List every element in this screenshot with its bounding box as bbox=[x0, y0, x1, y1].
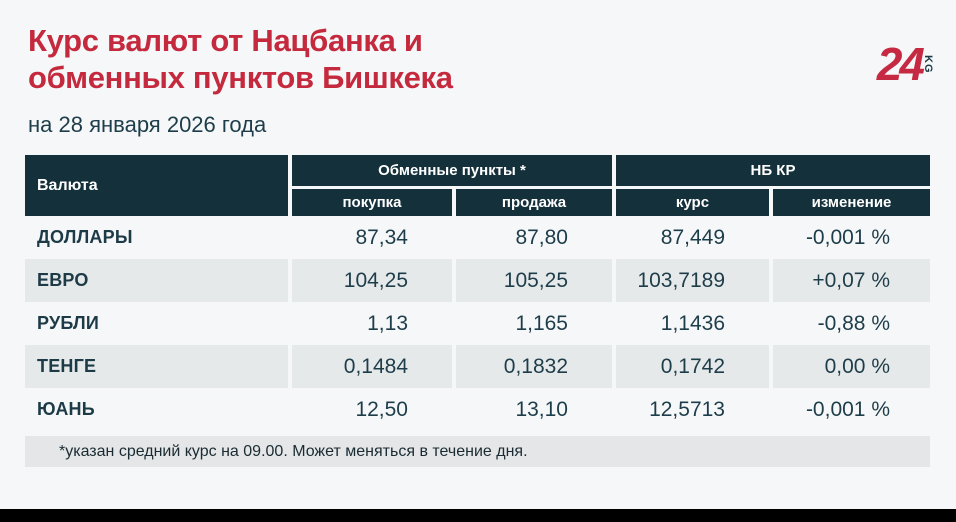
header-change: изменение bbox=[773, 189, 930, 216]
buy-value: 12,50 bbox=[355, 397, 408, 421]
currency-label: РУБЛИ bbox=[37, 313, 100, 333]
bottom-bar bbox=[0, 509, 956, 522]
table-row-yuan: ЮАНЬ 12,50 13,10 12,5713 -0,001 % bbox=[25, 388, 930, 431]
header-rate: курс bbox=[616, 189, 769, 216]
header-group-exchange-offices: Обменные пункты * bbox=[292, 155, 612, 186]
currency-label: ЕВРО bbox=[25, 259, 288, 302]
header-currency: Валюта bbox=[25, 155, 288, 216]
date-subtitle: на 28 января 2026 года bbox=[28, 112, 267, 137]
change-value: 0,00 % bbox=[773, 345, 930, 388]
rates-table: Валюта Обменные пункты * НБ КР покупка п… bbox=[25, 155, 930, 431]
page-title-line1: Курс валют от Нацбанка и bbox=[28, 23, 423, 58]
infographic-page: Курс валют от Нацбанка и обменных пункто… bbox=[0, 22, 956, 522]
buy-value: 87,34 bbox=[355, 225, 408, 249]
header-sell: продажа bbox=[456, 189, 612, 216]
logo-kg-label: KG bbox=[922, 55, 934, 74]
rate-value: 12,5713 bbox=[649, 397, 725, 421]
table-row-euro: ЕВРО 104,25 105,25 103,7189 +0,07 % bbox=[25, 259, 930, 302]
change-value: -0,88 % bbox=[817, 311, 890, 335]
currency-label: ДОЛЛАРЫ bbox=[37, 227, 133, 247]
rate-value: 0,1742 bbox=[616, 345, 769, 388]
rate-value: 87,449 bbox=[660, 225, 725, 249]
header-group-national-bank: НБ КР bbox=[616, 155, 930, 186]
rate-value: 103,7189 bbox=[616, 259, 769, 302]
sell-value: 87,80 bbox=[515, 225, 568, 249]
change-value: -0,001 % bbox=[805, 397, 890, 421]
change-value: +0,07 % bbox=[773, 259, 930, 302]
change-value: -0,001 % bbox=[805, 225, 890, 249]
buy-value: 0,1484 bbox=[292, 345, 452, 388]
currency-label: ТЕНГЕ bbox=[25, 345, 288, 388]
sell-value: 0,1832 bbox=[456, 345, 612, 388]
buy-value: 1,13 bbox=[367, 311, 408, 335]
logo-24kg: 24 KG bbox=[876, 38, 934, 90]
header-buy: покупка bbox=[292, 189, 452, 216]
table-row-dollars: ДОЛЛАРЫ 87,34 87,80 87,449 -0,001 % bbox=[25, 216, 930, 259]
table-row-rubles: РУБЛИ 1,13 1,165 1,1436 -0,88 % bbox=[25, 302, 930, 345]
sell-value: 13,10 bbox=[515, 397, 568, 421]
footnote: *указан средний курс на 09.00. Может мен… bbox=[25, 436, 930, 467]
rate-value: 1,1436 bbox=[660, 311, 725, 335]
currency-label: ЮАНЬ bbox=[37, 399, 95, 419]
buy-value: 104,25 bbox=[292, 259, 452, 302]
sell-value: 105,25 bbox=[456, 259, 612, 302]
table-row-tenge: ТЕНГЕ 0,1484 0,1832 0,1742 0,00 % bbox=[25, 345, 930, 388]
sell-value: 1,165 bbox=[515, 311, 568, 335]
logo-24-icon: 24 bbox=[876, 38, 925, 90]
page-title-line2: обменных пунктов Бишкека bbox=[28, 60, 453, 95]
table-header: Валюта Обменные пункты * НБ КР покупка п… bbox=[25, 155, 930, 216]
page-title: Курс валют от Нацбанка и обменных пункто… bbox=[28, 22, 956, 96]
